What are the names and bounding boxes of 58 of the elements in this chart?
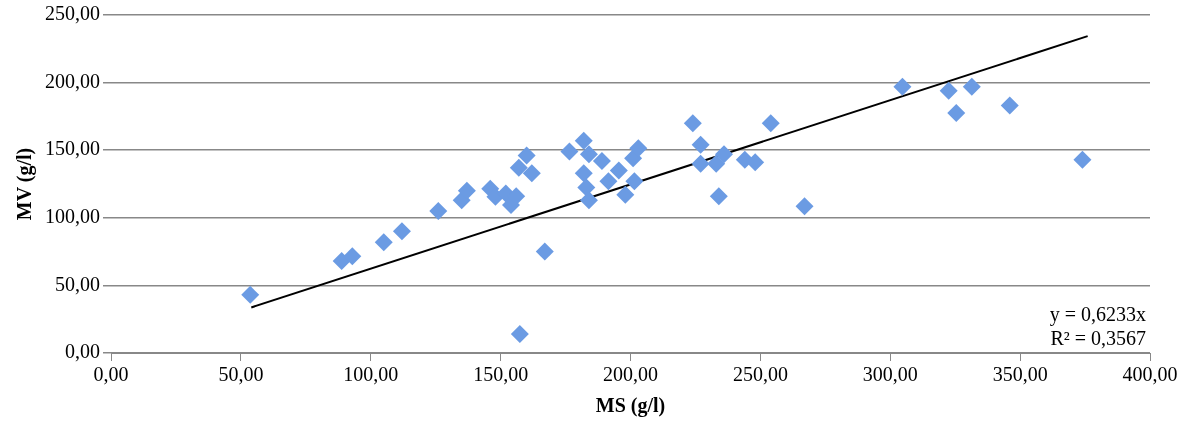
x-tick-label: 200,00 [603, 363, 658, 386]
point [893, 77, 912, 96]
point [517, 146, 536, 165]
point [574, 164, 593, 183]
point [629, 139, 648, 158]
x-tick-label: 50,00 [218, 363, 264, 386]
point [509, 158, 528, 177]
point [574, 131, 593, 150]
y-tick-label: 250,00 [45, 2, 100, 25]
point [746, 153, 765, 172]
y-tick-label: 150,00 [45, 137, 100, 160]
point [577, 178, 596, 197]
point [592, 152, 611, 171]
point [691, 135, 710, 154]
point [560, 142, 579, 161]
point [795, 197, 814, 216]
point [522, 164, 541, 183]
point [1000, 96, 1019, 115]
y-tick-label: 100,00 [45, 205, 100, 228]
y-tick-label: 200,00 [45, 69, 100, 92]
point [707, 154, 726, 173]
x-tick-label: 250,00 [732, 363, 788, 386]
y-tick-label: 0,00 [65, 340, 100, 363]
point [579, 191, 598, 210]
point [510, 325, 529, 344]
x-tick-label: 150,00 [473, 363, 529, 386]
point [691, 154, 710, 173]
point [939, 81, 958, 100]
point [535, 242, 554, 261]
point [616, 185, 635, 204]
point [343, 247, 362, 266]
point [579, 145, 598, 164]
point [625, 172, 644, 191]
point [709, 187, 728, 206]
point [241, 285, 260, 304]
x-axis-title: MS (g/l) [595, 394, 666, 418]
point [609, 161, 628, 180]
point [392, 222, 411, 241]
point [374, 233, 393, 252]
point [962, 77, 981, 96]
x-tick-label: 0,00 [93, 363, 129, 386]
annotation: R² = 0,3567 [1050, 327, 1146, 349]
y-tick-label: 50,00 [55, 272, 100, 295]
point [715, 145, 734, 164]
point [683, 114, 702, 133]
point [429, 202, 448, 221]
point [457, 181, 476, 200]
y-axis-title: MV (g/l) [13, 147, 37, 221]
point [1073, 150, 1092, 169]
x-tick-label: 350,00 [992, 363, 1048, 386]
annotation: y = 0,6233x [1049, 303, 1146, 326]
x-tick-label: 300,00 [862, 363, 918, 386]
point [947, 104, 966, 123]
x-tick-label: 100,00 [343, 363, 399, 386]
point [761, 114, 780, 133]
x-tick-label: 400,00 [1122, 363, 1178, 386]
point [624, 149, 643, 168]
point [599, 172, 618, 191]
